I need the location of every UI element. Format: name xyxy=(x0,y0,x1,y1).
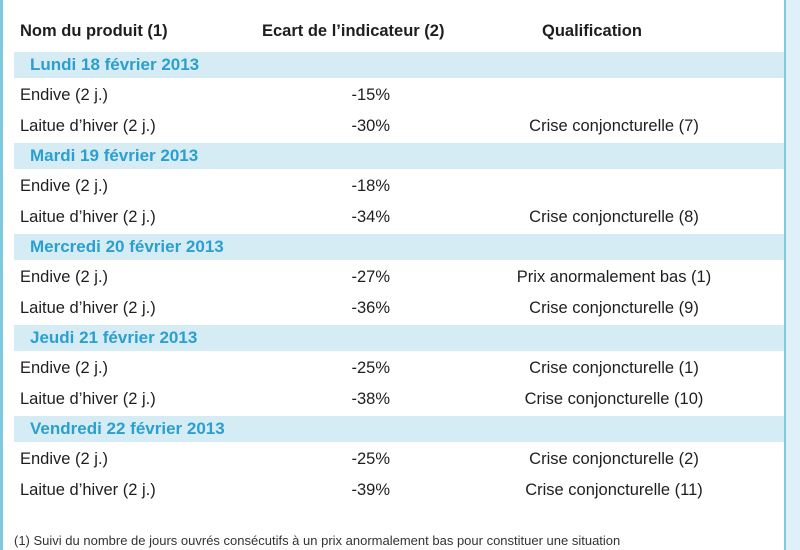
table-row: Laitue d’hiver (2 j.) -39% Crise conjonc… xyxy=(14,476,784,507)
qualification-cell: Crise conjoncturelle (2) xyxy=(529,450,699,468)
product-cell: Laitue d’hiver (2 j.) xyxy=(20,390,156,408)
day-band: Lundi 18 février 2013 xyxy=(14,52,784,78)
table-row: Endive (2 j.) -27% Prix anormalement bas… xyxy=(14,263,784,294)
table-row: Endive (2 j.) -25% Crise conjoncturelle … xyxy=(14,354,784,385)
ecart-cell: -30% xyxy=(351,117,390,135)
table-row: Laitue d’hiver (2 j.) -30% Crise conjonc… xyxy=(14,112,784,143)
qualification-cell: Crise conjoncturelle (11) xyxy=(525,481,703,499)
ecart-cell: -36% xyxy=(351,299,390,317)
ecart-cell: -39% xyxy=(351,481,390,499)
day-label: Vendredi 22 février 2013 xyxy=(30,419,225,438)
ecart-cell: -18% xyxy=(351,177,390,195)
table-row: Laitue d’hiver (2 j.) -38% Crise conjonc… xyxy=(14,385,784,416)
footnote: (1) Suivi du nombre de jours ouvrés cons… xyxy=(14,533,621,548)
table-body: Lundi 18 février 2013 Endive (2 j.) -15%… xyxy=(14,52,784,507)
product-cell: Laitue d’hiver (2 j.) xyxy=(20,208,156,226)
header-qualification: Qualification xyxy=(542,22,642,40)
header-indicator-gap: Ecart de l’indicateur (2) xyxy=(262,22,445,40)
day-label: Mardi 19 février 2013 xyxy=(30,146,199,165)
ecart-cell: -27% xyxy=(351,268,390,286)
day-label: Mercredi 20 février 2013 xyxy=(30,237,224,256)
product-cell: Endive (2 j.) xyxy=(20,359,109,377)
day-band: Mercredi 20 février 2013 xyxy=(14,234,784,260)
ecart-cell: -34% xyxy=(351,208,390,226)
product-cell: Laitue d’hiver (2 j.) xyxy=(20,117,156,135)
table-row: Endive (2 j.) -15% xyxy=(14,81,784,112)
qualification-cell: Crise conjoncturelle (7) xyxy=(529,117,699,135)
frame-right-border xyxy=(784,0,800,550)
ecart-cell: -15% xyxy=(351,86,390,104)
product-cell: Endive (2 j.) xyxy=(20,268,109,286)
qualification-cell: Crise conjoncturelle (9) xyxy=(529,299,699,317)
product-cell: Laitue d’hiver (2 j.) xyxy=(20,481,156,499)
ecart-cell: -25% xyxy=(351,450,390,468)
table-row: Laitue d’hiver (2 j.) -34% Crise conjonc… xyxy=(14,203,784,234)
header-product: Nom du produit (1) xyxy=(20,22,168,40)
qualification-cell: Prix anormalement bas (1) xyxy=(516,268,712,286)
table-row: Endive (2 j.) -25% Crise conjoncturelle … xyxy=(14,445,784,476)
day-band: Vendredi 22 février 2013 xyxy=(14,416,784,442)
ecart-cell: -25% xyxy=(351,359,390,377)
ecart-cell: -38% xyxy=(351,390,390,408)
qualification-cell: Crise conjoncturelle (1) xyxy=(529,359,699,377)
product-cell: Endive (2 j.) xyxy=(20,86,109,104)
product-cell: Laitue d’hiver (2 j.) xyxy=(20,299,156,317)
day-label: Jeudi 21 février 2013 xyxy=(30,328,198,347)
product-cell: Endive (2 j.) xyxy=(20,450,109,468)
day-label: Lundi 18 février 2013 xyxy=(30,55,200,74)
table-header: Nom du produit (1) Ecart de l’indicateur… xyxy=(14,18,784,46)
table-row: Endive (2 j.) -18% xyxy=(14,172,784,203)
day-band: Jeudi 21 février 2013 xyxy=(14,325,784,351)
product-cell: Endive (2 j.) xyxy=(20,177,109,195)
table-row: Laitue d’hiver (2 j.) -36% Crise conjonc… xyxy=(14,294,784,325)
qualification-cell: Crise conjoncturelle (8) xyxy=(529,208,699,226)
qualification-cell: Crise conjoncturelle (10) xyxy=(524,390,704,408)
day-band: Mardi 19 février 2013 xyxy=(14,143,784,169)
frame-left-border xyxy=(0,0,3,550)
